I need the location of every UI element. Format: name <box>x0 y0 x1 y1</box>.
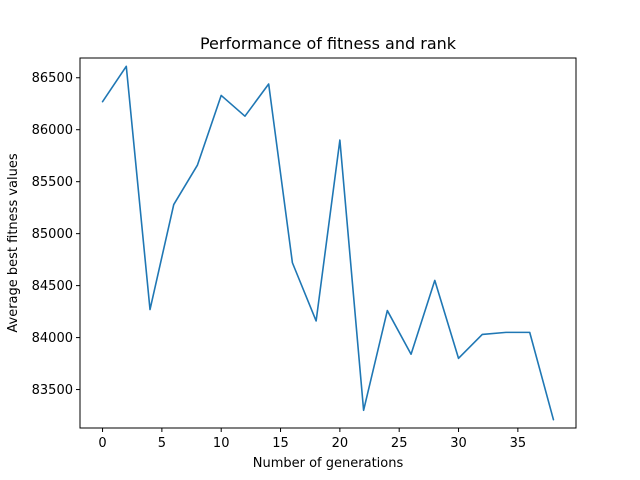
y-axis: 83500 84000 84500 85000 85500 86000 86500 <box>32 71 80 398</box>
plot-series <box>101 65 555 421</box>
y-tick-label: 83500 <box>32 383 73 398</box>
y-axis-label: Average best fitness values <box>6 153 21 332</box>
y-tick-label: 86500 <box>32 71 73 86</box>
y-tick-label: 84500 <box>32 279 73 294</box>
y-tick-label: 86000 <box>32 123 73 138</box>
y-tick-label: 84000 <box>32 331 73 346</box>
x-tick-label: 35 <box>510 436 527 451</box>
x-tick-label: 20 <box>332 436 349 451</box>
x-tick-label: 5 <box>158 436 166 451</box>
series-line <box>101 65 555 421</box>
plot-frame <box>79 57 577 429</box>
chart-title: Performance of fitness and rank <box>200 34 457 53</box>
x-tick-label: 0 <box>98 436 106 451</box>
y-tick-label: 85500 <box>32 175 73 190</box>
x-tick-label: 25 <box>391 436 408 451</box>
x-tick-label: 10 <box>213 436 230 451</box>
x-axis: 0 5 10 15 20 25 30 35 <box>98 428 526 451</box>
x-tick-label: 30 <box>450 436 467 451</box>
x-tick-label: 15 <box>272 436 289 451</box>
x-axis-label: Number of generations <box>253 456 404 471</box>
y-tick-label: 85000 <box>32 227 73 242</box>
